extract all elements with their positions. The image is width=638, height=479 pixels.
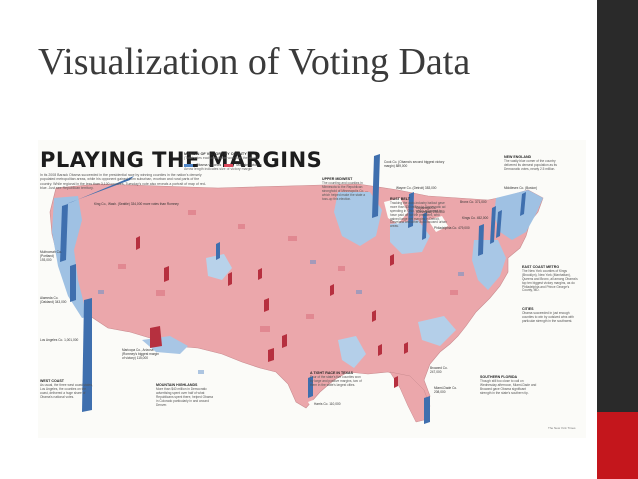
annotation-heading: SOUTHERN FLORIDA — [480, 375, 518, 379]
callout-multnomah-co: Multnomah Co. (Portland) 193,000 — [40, 250, 62, 262]
county-texture — [118, 210, 458, 332]
callout-cuyahoga-co: Cuyahoga Co. (Cleveland) 250,000 — [416, 206, 445, 214]
annotation-heading: MOUNTAIN HIGHLANDS — [156, 383, 198, 387]
spike-philadelphia — [478, 224, 484, 256]
great-lakes-blue — [390, 220, 430, 254]
map-legend: MARGIN OF VICTORY BY COUNTY (Total votes… — [184, 152, 304, 171]
spike-maricopa — [150, 326, 162, 348]
spike-boston — [520, 192, 526, 216]
annotation-body: Though still too close to call on Wednes… — [480, 378, 537, 395]
callout-maricopa-co: Maricopa Co., Arizona (Romney's biggest … — [122, 348, 159, 360]
callout-middlesex-co: Middlesex Co. (Boston) — [504, 186, 538, 190]
annotation-mountain-highlands: MOUNTAIN HIGHLANDS More than $40 million… — [156, 383, 214, 407]
annotation-body: More than $40 million in Democratic adve… — [156, 386, 214, 407]
annotation-tight-race-texas: A TIGHT RACE IN TEXAS Four of the state'… — [310, 371, 362, 388]
gulf-of-mexico — [308, 388, 398, 434]
annotation-heading: RUST BELT — [390, 197, 410, 201]
spike-miami — [424, 396, 430, 424]
annotation-heading: UPPER MIDWEST — [322, 177, 353, 181]
figure-intro: In its 2008 Barack Obama succeeded in th… — [40, 173, 206, 191]
annotation-southern-florida: SOUTHERN FLORIDA Though still too close … — [480, 375, 538, 396]
annotation-body: The counting and counties in Minnesota t… — [322, 180, 369, 201]
annotation-rust-belt: RUST BELT Tracking the auto-industry bai… — [390, 197, 448, 229]
spike-indiana — [390, 254, 394, 266]
callout-alameda-co: Alameda Co. (Oakland) 343,000 — [40, 296, 67, 304]
annotation-body: As usual, the three west coast states, L… — [40, 382, 93, 399]
spike-alameda — [70, 264, 76, 302]
annotation-west-coast: WEST COAST As usual, the three west coas… — [40, 379, 94, 400]
callout-philadelphia-co: Philadelphia Co. 479,000 — [434, 226, 470, 230]
legend-title: MARGIN OF VICTORY BY COUNTY — [184, 152, 247, 156]
callout-broward-co: Broward Co. 247,000 — [430, 366, 448, 374]
figure-credit: The New York Times — [548, 426, 576, 430]
spike-florida-north — [394, 376, 398, 388]
annotation-body: The New York counties of Kings (Brooklyn… — [522, 268, 578, 293]
callout-miami-dade-co: Miami-Dade Co. 208,000 — [434, 386, 458, 394]
spike-harris — [308, 376, 313, 398]
annotation-heading: NEW ENGLAND — [504, 155, 532, 159]
annotation-body: Tracking the auto-industry bailout gave … — [390, 200, 447, 229]
spike-tennessee — [372, 310, 376, 322]
spike-texas-b — [282, 334, 287, 348]
annotation-new-england: NEW ENGLAND The vastly blue corner of th… — [504, 155, 562, 172]
delta-blue — [338, 336, 366, 368]
callout-harris-co: Harris Co. 110,000 — [314, 402, 341, 406]
spike-missouri — [330, 284, 334, 296]
spike-utah — [164, 266, 169, 282]
callout-king-co: King Co., Wash. (Seattle) 334,000 more v… — [94, 202, 179, 206]
annotation-cities: CITIES Obama succeeded in just enough co… — [522, 307, 580, 324]
spike-colorado-springs — [228, 272, 232, 286]
spike-cook-co — [372, 154, 380, 218]
slide-accent-bar — [597, 412, 638, 479]
spike-wayne-co — [408, 192, 414, 228]
annotation-heading: WEST COAST — [40, 379, 64, 383]
spike-bronx — [496, 210, 502, 238]
spike-king-co — [60, 204, 68, 262]
spike-kansas — [258, 268, 262, 280]
legend-subtitle: (Total votes each candidate won over the… — [184, 156, 258, 160]
figure-title: PLAYING THE MARGINS — [40, 148, 323, 172]
rep-swatch — [224, 163, 234, 167]
spike-denver — [216, 242, 220, 260]
annotation-body: The vastly blue corner of the country de… — [504, 158, 557, 171]
annotation-body: Obama succeeded in just enough counties … — [522, 310, 574, 323]
callout-los-angeles-co: Los Angeles Co. 1,001,000 — [40, 338, 79, 342]
callout-kings-co: Kings Co. 452,000 — [462, 216, 489, 220]
legend-note: Arrow length indicates size of victory m… — [184, 167, 253, 171]
spike-texas-a — [268, 348, 274, 362]
dem-spikes — [60, 154, 526, 424]
spike-los-angeles — [82, 298, 92, 412]
annotation-heading: CITIES — [522, 307, 534, 311]
annotation-heading: EAST COAST METRO — [522, 265, 560, 269]
slide-side-bar — [597, 0, 638, 479]
spike-georgia — [404, 342, 408, 354]
spike-kings-co — [490, 206, 496, 244]
new-england-blue — [494, 190, 543, 240]
colorado-blue — [206, 254, 232, 280]
callout-wayne-co: Wayne Co. (Detroit) 383,000 — [396, 186, 437, 190]
map-figure: PLAYING THE MARGINS In its 2008 Barack O… — [38, 140, 586, 438]
legend-row: Obama victories McCain victories — [184, 163, 304, 167]
dem-swatch — [184, 163, 193, 167]
legend-dem-label: Obama victories — [196, 163, 222, 167]
annotation-upper-midwest: UPPER MIDWEST The counting and counties … — [322, 177, 370, 201]
rep-spikes — [136, 236, 408, 388]
spike-idaho — [136, 236, 140, 250]
southeast-blue — [418, 316, 456, 346]
legend-rep-label: McCain victories — [236, 163, 262, 167]
spike-cuyahoga — [422, 212, 427, 240]
us-county-margin-map — [49, 154, 544, 434]
callout-bronx-co: Bronx Co. 371,000 — [460, 200, 487, 204]
county-texture-blue — [98, 260, 464, 374]
slide-title: Visualization of Voting Data — [38, 41, 471, 83]
annotation-body: Four of the state's five counties won by… — [310, 374, 362, 387]
annotation-heading: A TIGHT RACE IN TEXAS — [310, 371, 353, 375]
spike-oklahoma — [264, 298, 269, 312]
annotation-east-coast-metro: EAST COAST METRO The New York counties o… — [522, 265, 580, 293]
callout-cook-co: Cook Co. (Obama's second biggest victory… — [384, 160, 445, 168]
great-lakes-water — [384, 198, 448, 232]
spike-alabama — [378, 344, 382, 356]
upper-midwest-blue — [334, 192, 382, 246]
